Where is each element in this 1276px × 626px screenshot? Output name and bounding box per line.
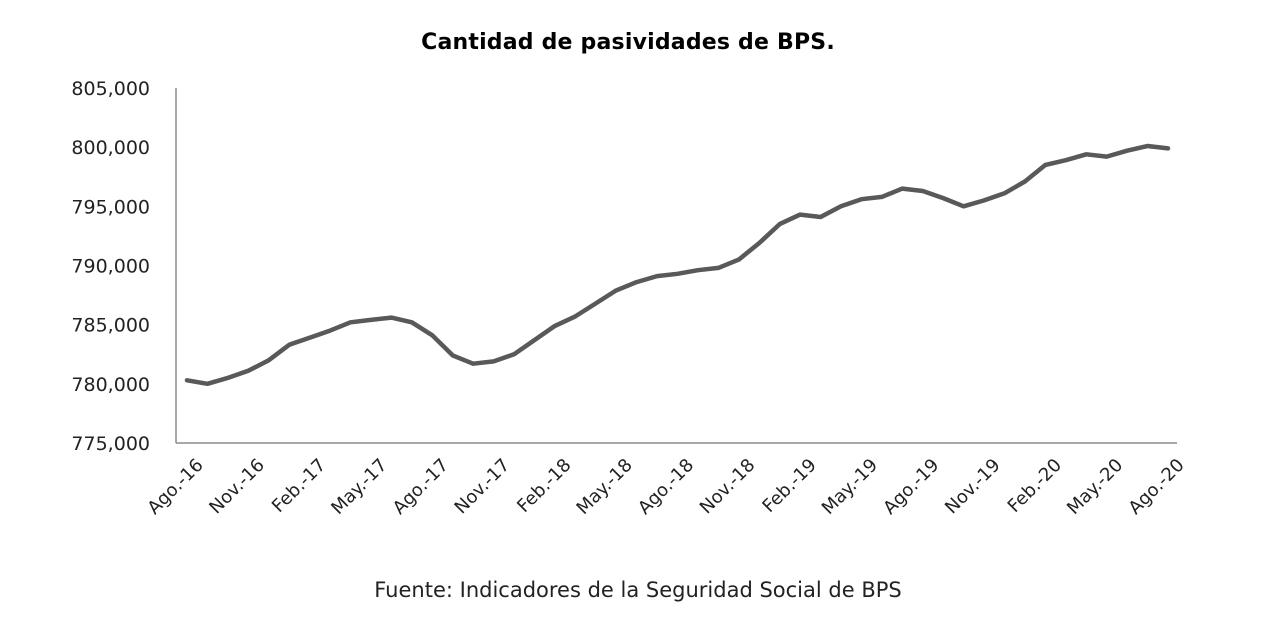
x-tick-label: Feb.-19 [758, 455, 820, 517]
plot-area [184, 143, 1171, 387]
y-tick-label: 805,000 [71, 78, 150, 100]
x-tick-label: Nov.-17 [451, 455, 515, 519]
source-note: Fuente: Indicadores de la Seguridad Soci… [374, 578, 902, 602]
x-tick-label: May.-19 [818, 455, 882, 519]
x-tick-label: May.-20 [1063, 455, 1127, 519]
x-tick-label: Ago.-19 [879, 455, 943, 519]
x-tick-label: Ago.-20 [1125, 455, 1189, 519]
x-tick-label: Ago.-16 [144, 455, 208, 519]
x-tick-label: Nov.-18 [696, 455, 760, 519]
x-tick-label: Feb.-20 [1004, 455, 1066, 517]
y-axis: 775,000 780,000 785,000 790,000 795,000 800,0… [71, 78, 177, 455]
x-tick-label: Feb.-18 [513, 455, 575, 517]
x-tick-label: May.-17 [327, 455, 391, 519]
series-line [184, 143, 1171, 387]
y-tick-label: 775,000 [71, 433, 150, 455]
y-tick-label: 795,000 [71, 196, 150, 218]
x-tick-label: Ago.-18 [634, 455, 698, 519]
y-tick-label: 790,000 [71, 256, 150, 278]
chart-title: Cantidad de pasividades de BPS. [421, 30, 835, 55]
x-tick-label: Feb.-17 [268, 455, 330, 517]
y-tick-label: 780,000 [71, 374, 150, 396]
x-tick-label: Nov.-16 [205, 455, 269, 519]
y-tick-label: 800,000 [71, 137, 150, 159]
x-tick-label: Nov.-19 [941, 455, 1005, 519]
y-tick-label: 785,000 [71, 315, 150, 337]
x-tick-label: Ago.-17 [389, 455, 453, 519]
x-tick-label: May.-18 [573, 455, 637, 519]
